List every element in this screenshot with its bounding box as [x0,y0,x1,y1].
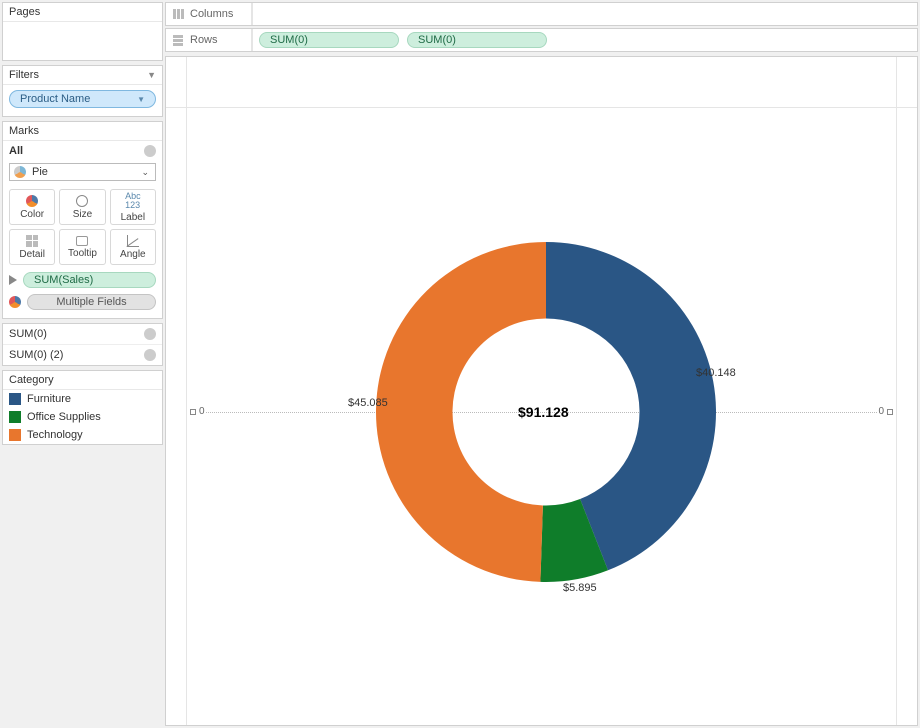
legend-item-technology[interactable]: Technology [3,426,162,444]
marks-shelf-label[interactable]: SUM(Sales) [3,269,162,291]
legend-item-label: Furniture [27,393,71,405]
label-card[interactable]: Abc123 Label [110,189,156,225]
size-card-label: Size [73,209,92,220]
legend-item-furniture[interactable]: Furniture [3,390,162,408]
axis-marker-right: 0 [878,406,893,417]
legend-title-text: Category [9,374,54,386]
pie-icon [14,166,26,178]
pages-body[interactable] [3,22,162,60]
legend-item-label: Office Supplies [27,411,101,423]
sum-panel-label: SUM(0) (2) [9,349,63,361]
tooltip-icon [76,236,88,246]
marks-shelf-label-pill[interactable]: SUM(Sales) [23,272,156,288]
sum-panels-list: SUM(0) SUM(0) (2) [2,323,163,366]
size-icon [76,195,88,207]
slice-label-technology: $45.085 [348,397,388,409]
label-card-label: Label [121,212,145,223]
legend-title: Category [3,371,162,390]
mark-cards: Color Size Abc123 Label Detail [3,185,162,269]
caret-down-icon: ▼ [137,95,145,104]
pie-mini-icon [144,349,156,361]
axis-marker-right-label: 0 [878,406,884,417]
detail-card-label: Detail [19,249,45,260]
marks-title-text: Marks [9,125,39,137]
rows-pill-0[interactable]: SUM(0) [259,32,399,48]
pie-mini-icon [144,328,156,340]
columns-shelf-slot[interactable] [252,3,917,25]
legend-swatch-icon [9,429,21,441]
viz-canvas[interactable]: 0 0 $40.148 $5.895 $45.085 $91.128 [165,56,918,726]
marks-all-row[interactable]: All [3,141,162,159]
color-card-label: Color [20,209,44,220]
legend-swatch-icon [9,411,21,423]
sidebar: Pages Filters ▼ Product Name ▼ Marks All [0,0,163,728]
filters-panel: Filters ▼ Product Name ▼ [2,65,163,117]
chevron-down-icon: ⌄ [141,167,149,178]
tooltip-card[interactable]: Tooltip [59,229,105,265]
chevron-down-icon[interactable]: ▼ [147,70,156,80]
rows-pill-1[interactable]: SUM(0) [407,32,547,48]
color-icon [26,195,38,207]
filter-pill-label: Product Name [20,93,90,105]
pages-title-text: Pages [9,6,40,18]
filter-pill-product-name[interactable]: Product Name ▼ [9,90,156,108]
marks-panel: Marks All Pie ⌄ Color Size [2,121,163,319]
sum-panel-row-0[interactable]: SUM(0) [3,324,162,344]
columns-shelf[interactable]: Columns [165,2,918,26]
size-card[interactable]: Size [59,189,105,225]
sum-panel-row-1[interactable]: SUM(0) (2) [3,344,162,365]
legend-item-office-supplies[interactable]: Office Supplies [3,408,162,426]
label-icon: Abc123 [125,192,141,210]
marks-shelf-color[interactable]: Multiple Fields [3,291,162,318]
legend-swatch-icon [9,393,21,405]
slice-label-furniture: $40.148 [696,367,736,379]
main-area: Columns Rows SUM(0) SUM(0) [163,0,920,728]
donut-center-total: $91.128 [518,404,569,420]
rows-icon [172,34,184,46]
filters-title-text: Filters [9,69,39,81]
legend-item-label: Technology [27,429,83,441]
rows-shelf[interactable]: Rows SUM(0) SUM(0) [165,28,918,52]
rows-shelf-label: Rows [190,34,218,46]
columns-icon [172,8,184,20]
marks-title: Marks [3,122,162,141]
tooltip-card-label: Tooltip [68,248,97,259]
axis-marker-left-label: 0 [199,406,205,417]
mark-type-label: Pie [32,166,48,178]
marks-all-label: All [9,145,23,157]
detail-card[interactable]: Detail [9,229,55,265]
label-shelf-icon [9,275,17,285]
pages-panel: Pages [2,2,163,61]
detail-icon [26,235,38,247]
axis-marker-left: 0 [190,406,205,417]
columns-shelf-label: Columns [190,8,233,20]
angle-card[interactable]: Angle [110,229,156,265]
angle-icon [127,235,139,247]
pages-title: Pages [3,3,162,22]
color-shelf-icon [9,296,21,308]
sum-panel-label: SUM(0) [9,328,47,340]
rows-shelf-slot[interactable]: SUM(0) SUM(0) [252,29,917,51]
marks-shelf-color-pill[interactable]: Multiple Fields [27,294,156,310]
mark-type-select[interactable]: Pie ⌄ [9,163,156,181]
slice-label-office-supplies: $5.895 [563,582,597,594]
pie-mini-icon [144,145,156,157]
color-card[interactable]: Color [9,189,55,225]
filters-title: Filters ▼ [3,66,162,85]
angle-card-label: Angle [120,249,146,260]
legend-panel: Category Furniture Office Supplies Techn… [2,370,163,445]
